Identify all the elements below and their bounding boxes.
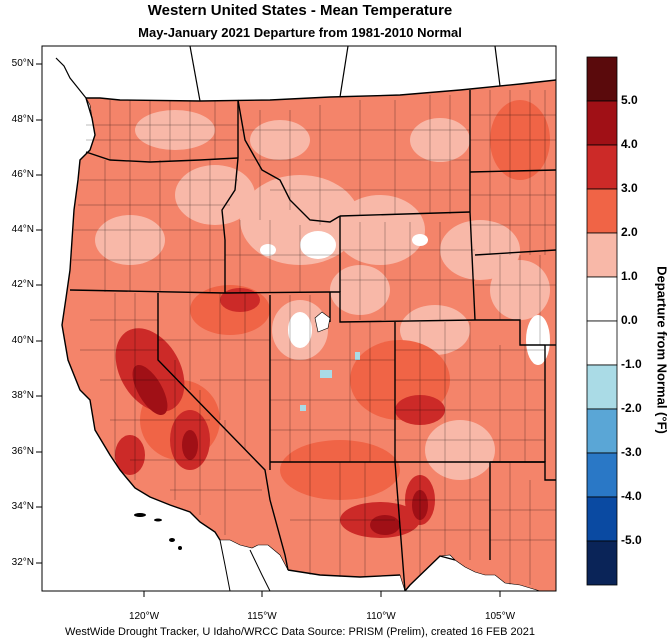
latitude-ticks [36,63,42,564]
lat-label-48n: 48°N [11,114,34,125]
mexico-outline [219,539,271,591]
lon-label-110w: 110°W [366,611,396,622]
colorbar-label: 4.0 [621,137,638,151]
county-lines [72,90,556,585]
lat-label-44n: 44°N [11,224,34,235]
colorbar-swatch [586,100,618,146]
longitude-ticks [143,591,501,597]
neutral-anomaly-patches [260,231,550,365]
lon-label-105w: 105°W [484,611,516,622]
lat-label-36n: 36°N [11,446,34,457]
colorbar-label: -3.0 [621,445,642,459]
colorbar-swatch [586,452,618,498]
colorbar-label: -1.0 [621,357,642,371]
colorbar-title: Departure from Normal (°F) [654,266,670,434]
lon-label-115w: 115°W [247,611,277,622]
map-subtitle: May-January 2021 Departure from 1981-201… [138,25,462,40]
colorbar-label: 2.0 [621,225,638,239]
colorbar-swatch [586,188,618,234]
canada-outline [55,46,501,102]
colorbar-swatch [586,408,618,454]
colorbar-swatch [586,364,618,410]
colorbar-label: 5.0 [621,93,638,107]
colorbar-label: -5.0 [621,533,642,547]
cool-anomaly-patches [300,352,360,411]
colorbar-swatch [586,496,618,542]
lat-label-42n: 42°N [11,279,34,290]
lat-label-46n: 46°N [11,169,34,180]
great-salt-lake [314,311,331,333]
lat-label-38n: 38°N [11,390,34,401]
colorbar-label: 1.0 [621,269,638,283]
colorbar-swatch [586,540,618,586]
colorbar-label: 0.0 [621,313,638,327]
lat-label-34n: 34°N [11,501,34,512]
colorbar-swatch [586,56,618,102]
colorbar-label: -4.0 [621,489,642,503]
map-area [55,46,556,591]
colorbar-label: 3.0 [621,181,638,195]
colorbar-swatch [586,144,618,190]
lat-label-32n: 32°N [11,557,34,568]
colorbar-swatch [586,276,618,322]
map-frame [41,45,557,592]
lat-label-50n: 50°N [11,58,34,69]
lon-label-120w: 120°W [128,611,160,622]
lat-label-40n: 40°N [11,335,34,346]
colorbar-swatch [586,320,618,366]
colorbar [586,56,618,586]
map-title: Western United States - Mean Temperature [147,2,453,19]
credit-line: WestWide Drought Tracker, U Idaho/WRCC D… [65,626,535,638]
channel-islands [134,513,182,550]
colorbar-label: -2.0 [621,401,642,415]
colorbar-swatch [586,232,618,278]
